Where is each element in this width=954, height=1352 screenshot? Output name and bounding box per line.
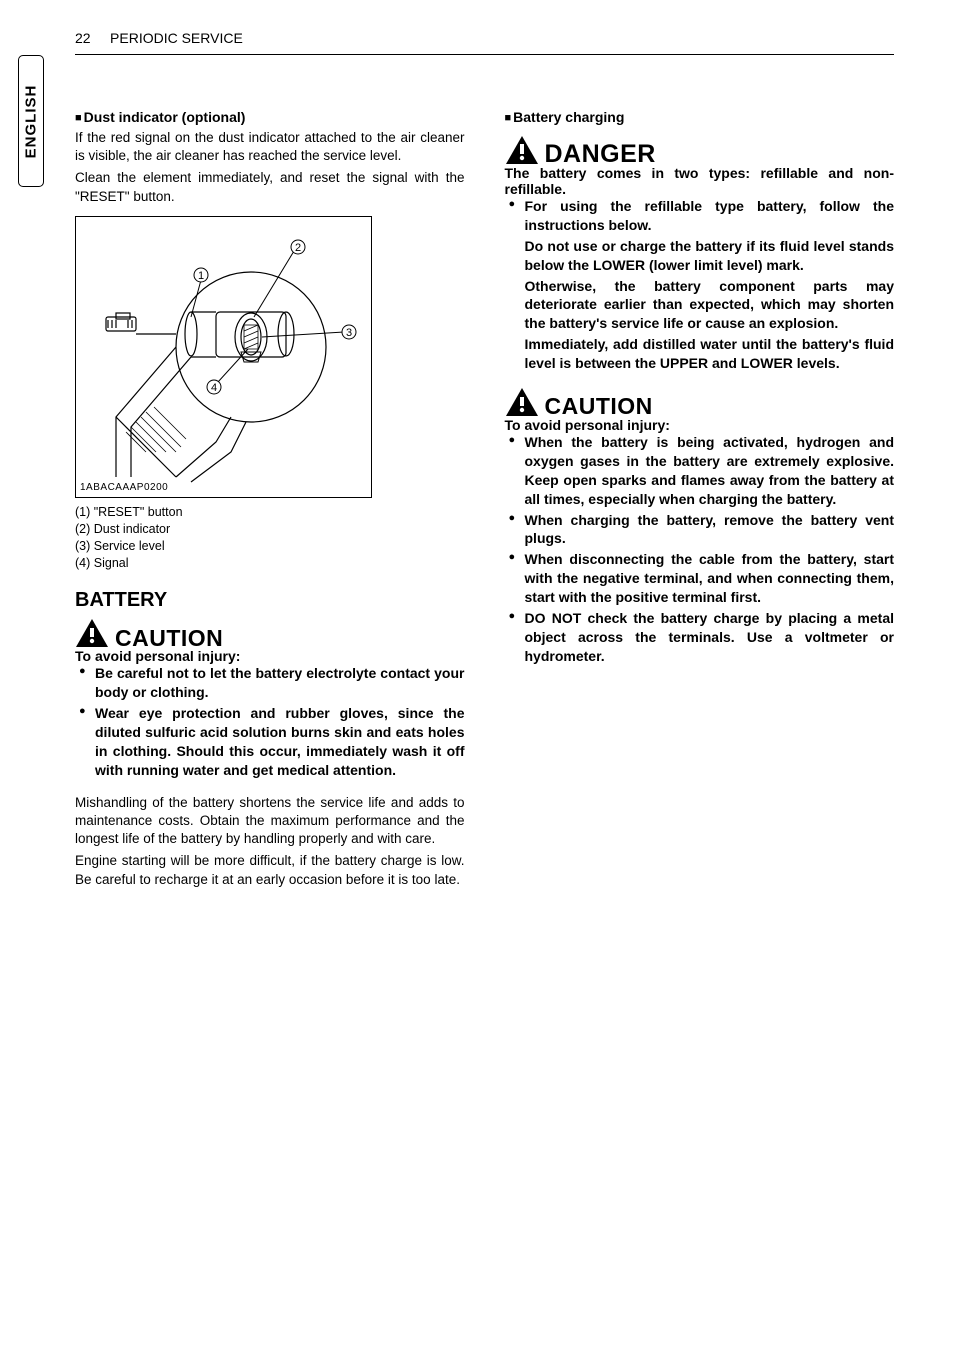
section-name: PERIODIC SERVICE [110, 30, 243, 46]
caution-list-2: When the battery is being activated, hyd… [505, 433, 895, 666]
caution-lead: To avoid personal injury: [75, 648, 465, 664]
language-tab: ENGLISH [18, 55, 44, 187]
legend-1: (1) "RESET" button [75, 504, 465, 521]
caution-icon [75, 618, 109, 648]
right-column: Battery charging DANGER The battery come… [505, 95, 895, 893]
danger-block: DANGER [505, 135, 895, 165]
caution2-item-4: DO NOT check the battery charge by placi… [505, 609, 895, 666]
danger-lead: The battery comes in two types: refillab… [505, 165, 895, 197]
caution-lead-2: To avoid personal injury: [505, 417, 895, 433]
legend-2: (2) Dust indicator [75, 521, 465, 538]
page-number: 22 [75, 30, 91, 46]
caution-icon [505, 387, 539, 417]
callout-2: 2 [295, 242, 301, 254]
danger-word: DANGER [545, 144, 656, 165]
danger-sub-1: Do not use or charge the battery if its … [505, 237, 895, 275]
battery-para-1: Mishandling of the battery shortens the … [75, 794, 465, 849]
left-column: Dust indicator (optional) If the red sig… [75, 95, 465, 893]
figure-id: 1ABACAAAP0200 [80, 482, 168, 493]
dust-para-2: Clean the element immediately, and reset… [75, 169, 465, 205]
language-label: ENGLISH [23, 84, 40, 158]
caution-block-2: CAUTION [505, 387, 895, 417]
legend-4: (4) Signal [75, 555, 465, 572]
caution-word-2: CAUTION [545, 397, 653, 417]
battery-para-2: Engine starting will be more difficult, … [75, 852, 465, 888]
caution2-item-1: When the battery is being activated, hyd… [505, 433, 895, 509]
caution-item-1: Be careful not to let the battery electr… [75, 664, 465, 702]
dust-indicator-figure: 1 2 3 4 1ABACAAAP0200 [75, 216, 372, 498]
callout-1: 1 [198, 270, 204, 282]
caution-item-2: Wear eye protection and rubber gloves, s… [75, 704, 465, 780]
callout-4: 4 [211, 382, 217, 394]
danger-item-1: For using the refillable type battery, f… [505, 197, 895, 235]
danger-sub-3: Immediately, add distilled water until t… [505, 335, 895, 373]
dust-para-1: If the red signal on the dust indicator … [75, 129, 465, 165]
page-header: 22 PERIODIC SERVICE [75, 30, 894, 46]
caution2-item-2: When charging the battery, remove the ba… [505, 511, 895, 549]
danger-list: For using the refillable type battery, f… [505, 197, 895, 235]
caution-block: CAUTION [75, 618, 465, 648]
dust-heading: Dust indicator (optional) [75, 109, 465, 125]
legend-3: (3) Service level [75, 538, 465, 555]
charging-heading: Battery charging [505, 109, 895, 125]
danger-sub-2: Otherwise, the battery component parts m… [505, 277, 895, 334]
figure-legend: (1) "RESET" button (2) Dust indicator (3… [75, 504, 465, 572]
caution-list: Be careful not to let the battery electr… [75, 664, 465, 779]
battery-title: BATTERY [75, 589, 465, 612]
caution-word: CAUTION [115, 629, 223, 649]
callout-3: 3 [346, 327, 352, 339]
danger-icon [505, 135, 539, 165]
caution2-item-3: When disconnecting the cable from the ba… [505, 550, 895, 607]
